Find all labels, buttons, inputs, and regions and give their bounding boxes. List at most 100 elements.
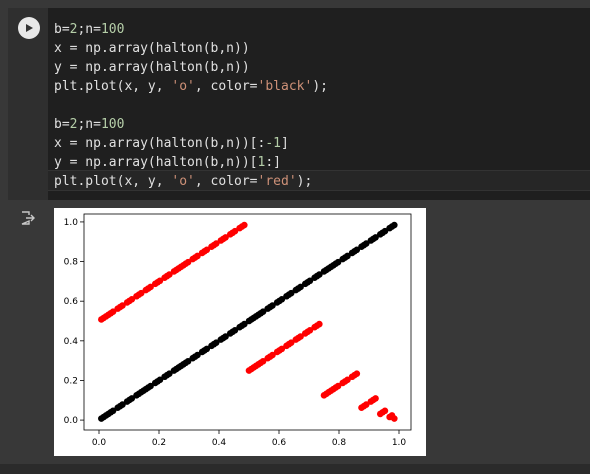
red-point	[107, 309, 115, 317]
scatter-chart: 0.0 0.2 0.4 0.6 0.8 1.0 0.0 0.2 0.4 0.6 0.8 1.0	[64, 213, 412, 448]
black-point	[219, 334, 227, 342]
black-point	[257, 309, 265, 317]
black-point	[229, 328, 236, 336]
y-tick-label: 0.8	[64, 258, 79, 268]
code-line[interactable]: x = np.array(halton(b,n))[:-1]	[54, 136, 289, 151]
play-icon	[26, 24, 33, 32]
black-point	[313, 272, 321, 280]
plot-output: 0.0 0.2 0.4 0.6 0.8 1.0 0.0 0.2 0.4 0.6 0.8 1.0	[54, 208, 426, 456]
red-point	[276, 347, 283, 354]
black-point	[116, 402, 124, 410]
red-point	[379, 409, 386, 416]
black-point	[388, 223, 396, 230]
red-point	[323, 390, 330, 398]
black-point	[154, 378, 161, 385]
black-point	[276, 297, 283, 305]
black-point	[369, 235, 377, 243]
black-point	[323, 266, 330, 274]
black-point	[201, 347, 208, 354]
red-point	[102, 313, 110, 320]
red-point	[182, 260, 190, 268]
red-point	[229, 229, 236, 237]
red-point	[98, 316, 105, 323]
x-tick-label: 0.8	[332, 438, 347, 448]
run-cell-button[interactable]	[18, 17, 40, 39]
code-line[interactable]: b=2;n=100	[54, 117, 125, 132]
black-point	[266, 303, 274, 311]
x-tick-label: 0.0	[92, 438, 107, 448]
black-point	[379, 229, 386, 237]
black-point	[304, 279, 311, 286]
black-point	[294, 285, 302, 292]
red-point	[248, 365, 255, 373]
code-text[interactable]: b=2;n=100 x = np.array(halton(b,n)) y = np…	[54, 20, 328, 191]
code-line[interactable]: y = np.array(halton(b,n))	[54, 60, 250, 75]
black-point	[177, 362, 185, 370]
red-point	[177, 263, 185, 271]
black-point	[238, 322, 246, 329]
x-tick-label: 0.2	[152, 438, 166, 448]
black-point	[144, 384, 152, 391]
red-point	[327, 387, 335, 394]
y-tick-label: 1.0	[64, 218, 79, 228]
red-point	[266, 353, 274, 360]
red-point	[126, 297, 133, 305]
code-line[interactable]: y = np.array(halton(b,n))[1:]	[54, 155, 281, 170]
code-line[interactable]	[54, 96, 328, 115]
red-point	[201, 248, 208, 255]
cell-gutter	[8, 8, 48, 200]
red-point	[369, 396, 377, 404]
x-tick-label: 1.0	[392, 438, 407, 448]
red-point	[313, 322, 321, 329]
black-point	[126, 396, 133, 404]
red-point	[252, 362, 260, 370]
red-point	[304, 328, 311, 336]
red-point	[360, 402, 368, 410]
black-point	[173, 365, 180, 373]
black-point	[248, 316, 255, 323]
red-point	[116, 303, 124, 311]
red-point	[285, 340, 293, 348]
x-tick-label: 0.4	[212, 438, 227, 448]
black-point	[252, 313, 260, 320]
current-line-highlight	[48, 170, 590, 191]
red-point	[144, 285, 152, 292]
code-line[interactable]: x = np.array(halton(b,n))	[54, 41, 250, 56]
plot-frame	[83, 213, 412, 431]
y-tick-label: 0.6	[64, 297, 79, 307]
black-point	[102, 412, 110, 419]
black-point	[327, 263, 335, 271]
output-gutter	[8, 200, 48, 462]
code-editor[interactable]	[48, 8, 590, 200]
black-point	[341, 254, 349, 261]
red-point	[388, 412, 396, 419]
black-point	[135, 390, 143, 398]
red-point	[257, 359, 265, 367]
black-point	[182, 359, 190, 367]
black-point	[285, 291, 293, 298]
black-point	[332, 260, 340, 268]
y-tick-label: 0.2	[64, 376, 78, 386]
black-point	[140, 387, 147, 394]
red-point	[154, 279, 161, 286]
code-line[interactable]: b=2;n=100	[54, 22, 125, 37]
y-tick-label: 0.4	[64, 337, 79, 347]
red-point	[351, 371, 358, 379]
red-point	[191, 254, 199, 261]
red-point	[332, 384, 340, 391]
red-point	[135, 291, 143, 298]
bottom-bar	[0, 464, 590, 474]
black-point	[107, 409, 115, 416]
black-point	[351, 248, 358, 255]
black-point	[98, 415, 105, 422]
red-point	[219, 235, 227, 243]
black-point	[163, 371, 171, 379]
code-line[interactable]: plt.plot(x, y, 'o', color='black');	[54, 79, 328, 94]
code-line[interactable]: plt.plot(x, y, 'o', color='red');	[54, 174, 313, 189]
x-tick-label: 0.6	[272, 438, 287, 448]
red-point	[238, 223, 246, 230]
output-redirect-icon[interactable]	[20, 210, 36, 226]
black-point	[191, 353, 199, 360]
black-point	[360, 241, 368, 249]
red-point	[210, 241, 218, 249]
